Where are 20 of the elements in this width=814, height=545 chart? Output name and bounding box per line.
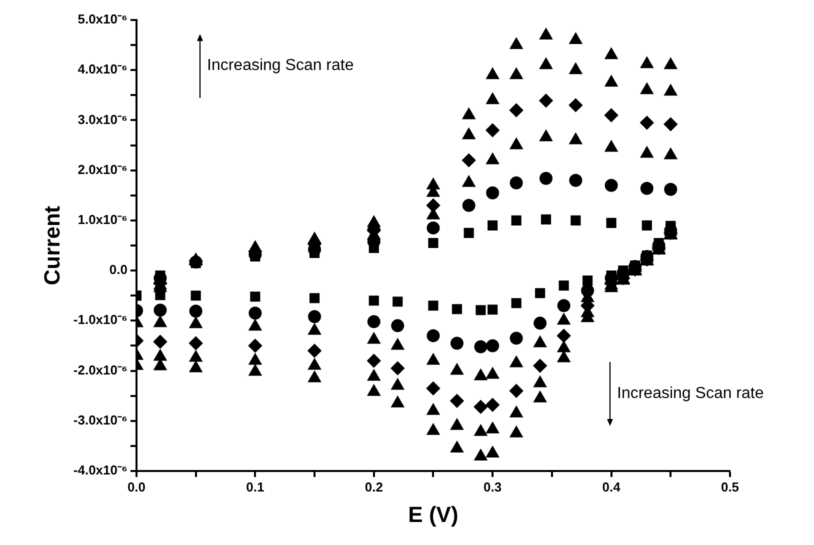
y-tick-label: -4.0x10⁻⁶	[73, 462, 128, 478]
y-tick-label: -1.0x10⁻⁶	[73, 312, 128, 328]
y-tick-label: 0.0	[109, 262, 128, 278]
y-tick-label: 4.0x10⁻⁶	[78, 62, 128, 77]
x-tick-label: 0.4	[602, 479, 622, 494]
y-tick-label: 2.0x10⁻⁶	[78, 162, 128, 177]
y-tick-label: 3.0x10⁻⁶	[78, 112, 128, 127]
x-tick-label: 0.2	[364, 479, 383, 494]
x-tick-label: 0.5	[720, 479, 740, 494]
x-tick-label: 0.0	[127, 479, 146, 494]
y-tick-label: -2.0x10⁻⁶	[73, 362, 128, 378]
x-tick-label: 0.3	[484, 479, 502, 494]
y-tick-label: 1.0x10⁻⁶	[78, 212, 128, 228]
annotation: Increasing Scan rate	[207, 57, 354, 75]
x-tick-label: 0.1	[246, 479, 264, 494]
annotation: Increasing Scan rate	[617, 385, 764, 403]
y-tick-label: -3.0x10⁻⁶	[73, 412, 128, 428]
x-axis-title: E (V)	[408, 502, 458, 527]
y-axis-title: Current	[39, 205, 64, 286]
y-tick-label: 5.0x10⁻⁶	[78, 12, 128, 27]
